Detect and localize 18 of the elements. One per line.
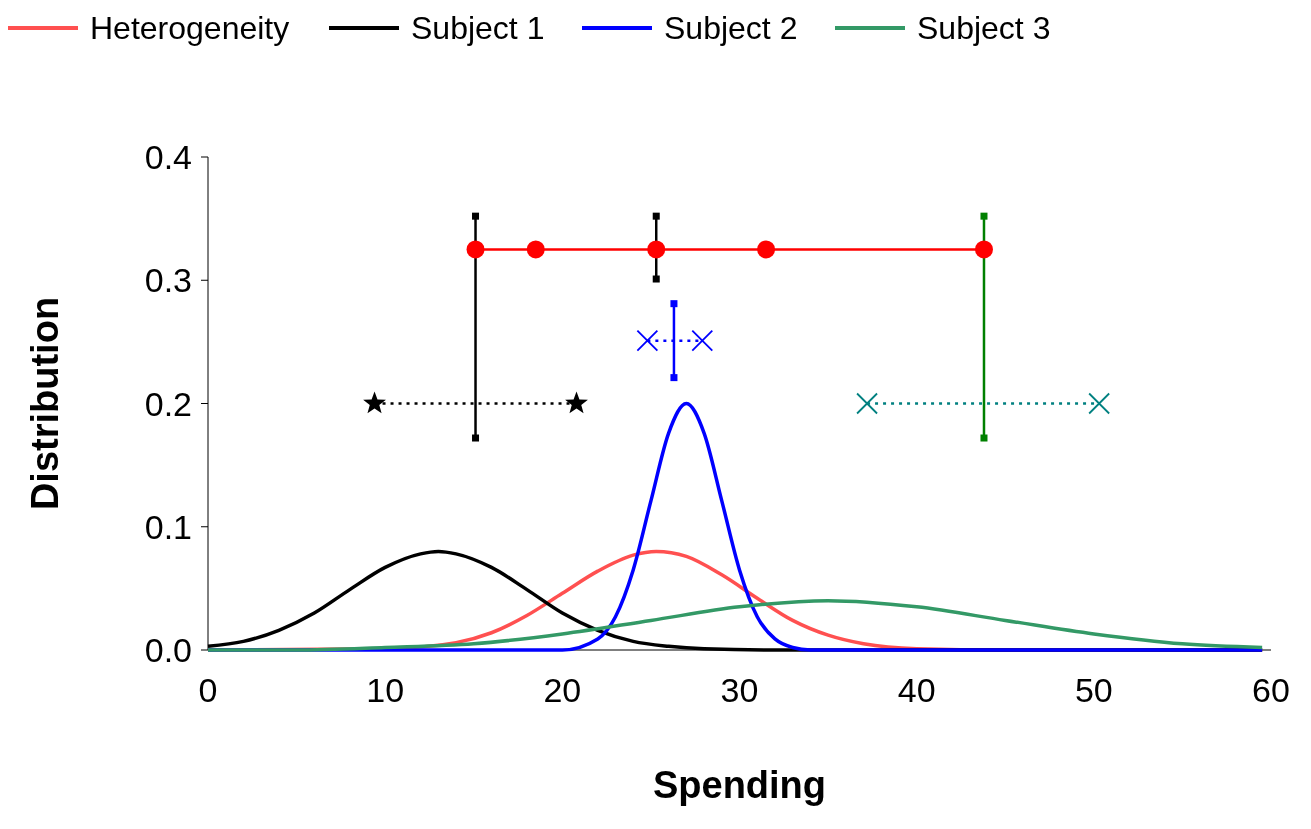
y-tick-label: 0.4 bbox=[144, 138, 192, 176]
x-tick-label: 50 bbox=[1074, 671, 1113, 709]
x-tick-label: 0 bbox=[198, 671, 218, 709]
legend-label: Subject 1 bbox=[411, 10, 545, 46]
x-tick-label: 60 bbox=[1252, 671, 1290, 709]
x-tick-label: 30 bbox=[720, 671, 759, 709]
y-tick-label: 0.1 bbox=[144, 507, 192, 546]
x-tick-label: 10 bbox=[366, 671, 405, 709]
legend-label: Subject 2 bbox=[664, 10, 798, 46]
y-tick-label: 0.3 bbox=[144, 261, 192, 300]
legend-label: Subject 3 bbox=[917, 10, 1051, 46]
x-tick-label: 40 bbox=[897, 671, 936, 709]
legend-label: Heterogeneity bbox=[90, 10, 290, 46]
y-tick-label: 0.2 bbox=[144, 384, 192, 423]
y-axis-title: Distribution bbox=[24, 296, 66, 511]
x-tick-label: 20 bbox=[543, 671, 582, 709]
y-tick-label: 0.0 bbox=[144, 631, 192, 669]
x-axis-title: Spending bbox=[652, 764, 827, 806]
